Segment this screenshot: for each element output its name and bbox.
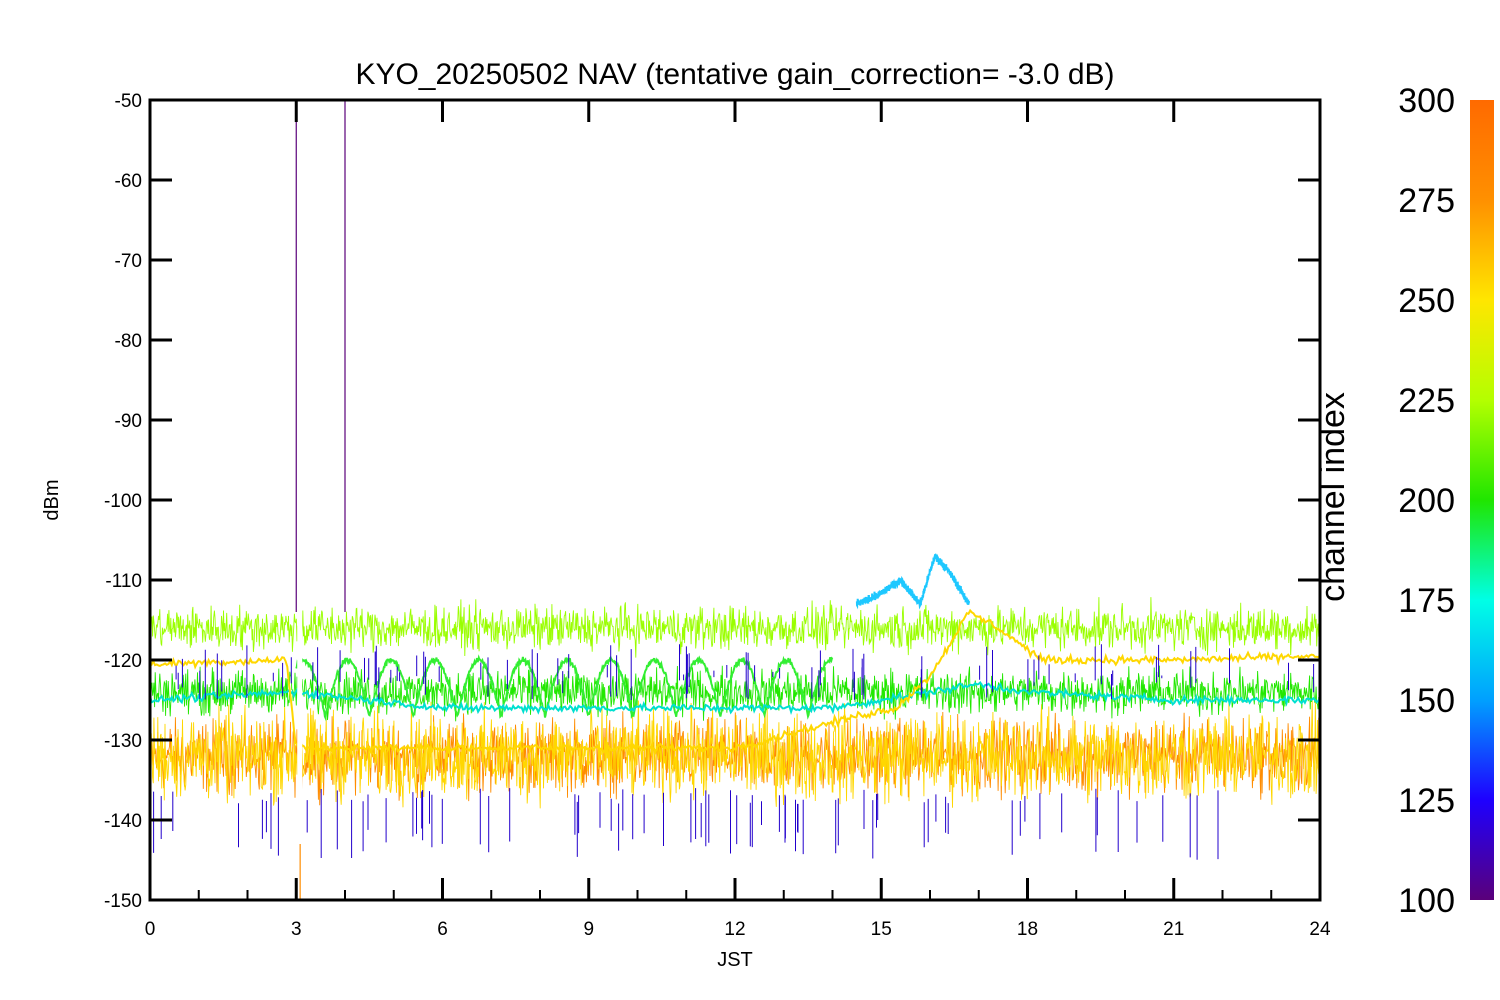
y-tick-label: -90 [115, 411, 142, 432]
y-tick-label: -70 [115, 251, 142, 272]
colorbar-tick-label: 150 [1398, 682, 1455, 720]
y-tick-label: -60 [115, 171, 142, 192]
x-tick-label: 9 [583, 919, 594, 940]
colorbar: 300 275 250 225 200 175 150 125 100 [1398, 82, 1494, 920]
x-axis-ticks: 0 3 6 9 12 15 18 21 24 [145, 100, 1331, 940]
y-tick-label: -120 [104, 651, 142, 672]
x-tick-label: 0 [145, 919, 156, 940]
chart-title: KYO_20250502 NAV (tentative gain_correct… [355, 58, 1114, 91]
colorbar-tick-label: 225 [1398, 382, 1455, 420]
x-tick-label: 18 [1017, 919, 1038, 940]
colorbar-tick-label: 275 [1398, 182, 1455, 220]
series-ch230-noise-band [150, 663, 1320, 722]
series-ch255-noise-band [150, 597, 1320, 658]
y-tick-label: -50 [115, 91, 142, 112]
x-tick-label: 6 [437, 919, 448, 940]
x-tick-label: 24 [1309, 919, 1331, 940]
plot-data [150, 100, 1320, 900]
y-tick-label: -150 [104, 891, 142, 912]
x-tick-label: 3 [291, 919, 302, 940]
x-axis-label: JST [717, 949, 753, 971]
colorbar-tick-label: 300 [1398, 82, 1455, 120]
colorbar-gradient [1470, 100, 1494, 900]
y-tick-label: -110 [105, 571, 142, 592]
y-tick-label: -100 [104, 491, 142, 512]
colorbar-tick-label: 250 [1398, 282, 1455, 320]
x-tick-label: 21 [1163, 919, 1184, 940]
colorbar-tick-label: 100 [1398, 882, 1455, 920]
series-ch120-sparse-spikes [150, 644, 1315, 860]
y-tick-label: -140 [104, 811, 142, 832]
series-ch295-noise-band [150, 709, 1320, 806]
data-gap [297, 100, 303, 900]
x-tick-label: 12 [724, 919, 745, 940]
series-ch270-trace [150, 608, 1320, 756]
series-ch170-trace [855, 553, 970, 610]
series-ch285-noise-band [150, 699, 1320, 809]
colorbar-tick-label: 175 [1398, 582, 1455, 620]
y-tick-label: -80 [115, 331, 142, 352]
series-ch240-oscillation [295, 654, 834, 722]
colorbar-label: channel index [1314, 392, 1352, 602]
series-ch190-trace [150, 680, 1320, 715]
colorbar-tick-label: 125 [1398, 782, 1455, 820]
x-tick-label: 15 [871, 919, 892, 940]
y-tick-label: -130 [104, 731, 142, 752]
y-axis-ticks: -50 -60 -70 -80 -90 -100 -110 -120 -130 -140 -150 [104, 91, 1320, 912]
y-axis-label: dBm [41, 479, 63, 520]
colorbar-tick-label: 200 [1398, 482, 1455, 520]
